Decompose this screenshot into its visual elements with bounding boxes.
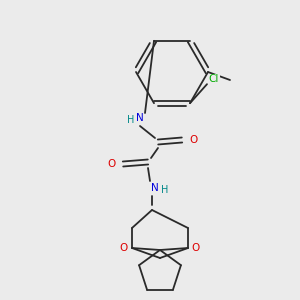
Text: H: H [161, 185, 169, 195]
Text: N: N [151, 183, 159, 193]
Text: O: O [107, 159, 115, 169]
Text: N: N [136, 113, 144, 123]
Text: O: O [192, 243, 200, 253]
Text: O: O [120, 243, 128, 253]
Text: O: O [190, 135, 198, 145]
Text: H: H [127, 115, 135, 125]
Text: Cl: Cl [209, 74, 219, 84]
